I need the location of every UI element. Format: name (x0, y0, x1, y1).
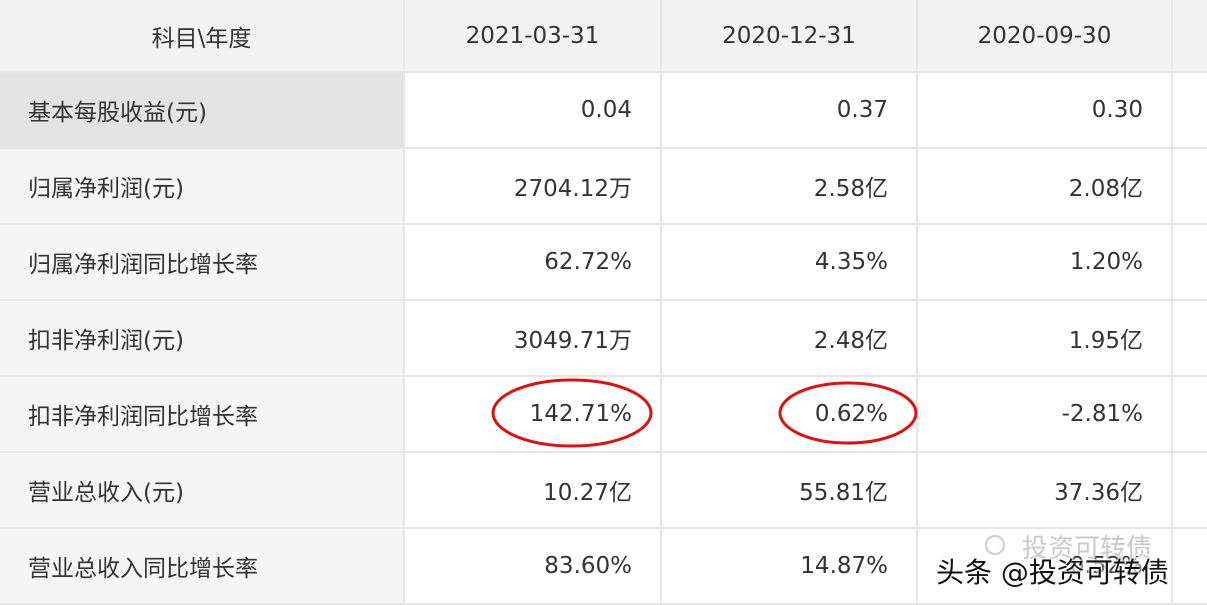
value-cell: 142.71% (405, 377, 662, 453)
header-cell: 2020-12-31 (662, 0, 918, 73)
header-cell (1173, 0, 1207, 73)
row-label: 基本每股收益(元) (0, 73, 405, 149)
value-cell: 1.20% (918, 225, 1173, 301)
row-label: 归属净利润同比增长率 (0, 225, 405, 301)
value-cell: 62.72% (405, 225, 662, 301)
row-label: 营业总收入同比增长率 (0, 529, 405, 605)
value-cell: -2.81% (918, 377, 1173, 453)
header-cell: 2021-03-31 (405, 0, 662, 73)
value-cell: 2.58亿 (662, 149, 918, 225)
header-cell: 2020-09-30 (918, 0, 1173, 73)
value-cell: 1.95亿 (918, 301, 1173, 377)
empty-cell (1173, 149, 1207, 225)
value-cell: 2.48亿 (662, 301, 918, 377)
value-cell: 3049.71万 (405, 301, 662, 377)
empty-cell (1173, 377, 1207, 453)
row-label: 营业总收入(元) (0, 453, 405, 529)
empty-cell (1173, 73, 1207, 149)
highlight-circle (491, 378, 653, 448)
value-cell: 0.37 (662, 73, 918, 149)
empty-cell (1173, 453, 1207, 529)
watermark-faint: 投资可转债 (1022, 534, 1153, 564)
highlight-circle (778, 381, 918, 445)
value-cell: 0.30 (918, 73, 1173, 149)
empty-cell (1173, 225, 1207, 301)
row-label: 归属净利润(元) (0, 149, 405, 225)
value-cell: 0.04 (405, 73, 662, 149)
value-cell: 2.08亿 (918, 149, 1173, 225)
value-cell: 10.27亿 (405, 453, 662, 529)
watermark-icon (985, 535, 1005, 555)
watermark: 头条 @投资可转债 (936, 556, 1169, 589)
row-label: 扣非净利润(元) (0, 301, 405, 377)
value-cell: 4.35% (662, 225, 918, 301)
header-cell: 科目\年度 (0, 0, 405, 73)
empty-cell (1173, 301, 1207, 377)
value-cell: 2704.12万 (405, 149, 662, 225)
row-label: 扣非净利润同比增长率 (0, 377, 405, 453)
value-cell: 55.81亿 (662, 453, 918, 529)
value-cell: 37.36亿 (918, 453, 1173, 529)
